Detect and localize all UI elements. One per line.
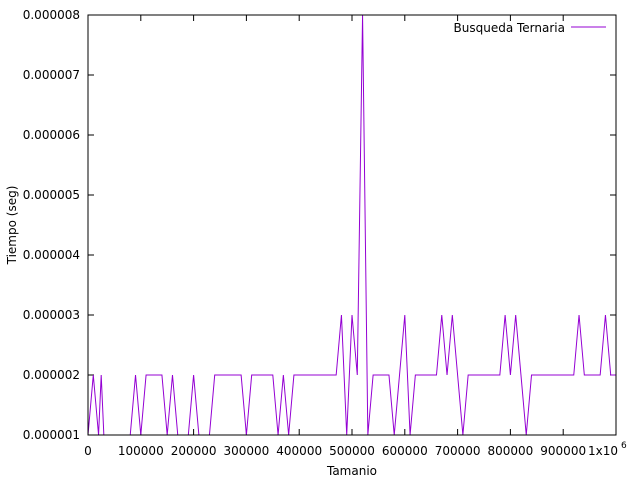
- x-tick-label: 300000: [223, 444, 269, 458]
- x-tick-label: 100000: [118, 444, 164, 458]
- y-axis-ticks: 0.000001 0.000002 0.000003 0.000004 0.000005…: [23, 8, 616, 442]
- legend-label: Busqueda Ternaria: [454, 21, 565, 35]
- x-tick-label: 800000: [487, 444, 533, 458]
- y-tick-label: 0.000005: [23, 188, 80, 202]
- series-line: [87, 14, 616, 436]
- x-tick-label: 900000: [540, 444, 586, 458]
- y-tick-label: 0.000003: [23, 308, 80, 322]
- x-tick-label: 1x10: [588, 444, 618, 458]
- series-layer: [87, 14, 616, 436]
- x-axis-label: Tamanio: [326, 464, 377, 478]
- plot-frame: [87, 14, 617, 436]
- y-tick-label: 0.000007: [23, 68, 80, 82]
- x-tick-label: 400000: [276, 444, 322, 458]
- x-tick-label: 600000: [382, 444, 428, 458]
- x-tick-label: 700000: [435, 444, 481, 458]
- x-tick-label: 200000: [171, 444, 217, 458]
- y-tick-label: 0.000002: [23, 368, 80, 382]
- x-axis-ticks: 0 100000 200000 300000 400000 500000 600000 700…: [84, 15, 627, 458]
- y-tick-label: 0.000004: [23, 248, 80, 262]
- y-tick-label: 0.000006: [23, 128, 80, 142]
- x-tick-label: 500000: [329, 444, 375, 458]
- legend: Busqueda Ternaria: [454, 21, 606, 35]
- y-axis-label: Tiempo (seg): [5, 186, 19, 266]
- x-tick-label: 0: [84, 444, 92, 458]
- y-tick-label: 0.000001: [23, 428, 80, 442]
- x-tick-exponent: 6: [621, 441, 627, 451]
- y-tick-label: 0.000008: [23, 8, 80, 22]
